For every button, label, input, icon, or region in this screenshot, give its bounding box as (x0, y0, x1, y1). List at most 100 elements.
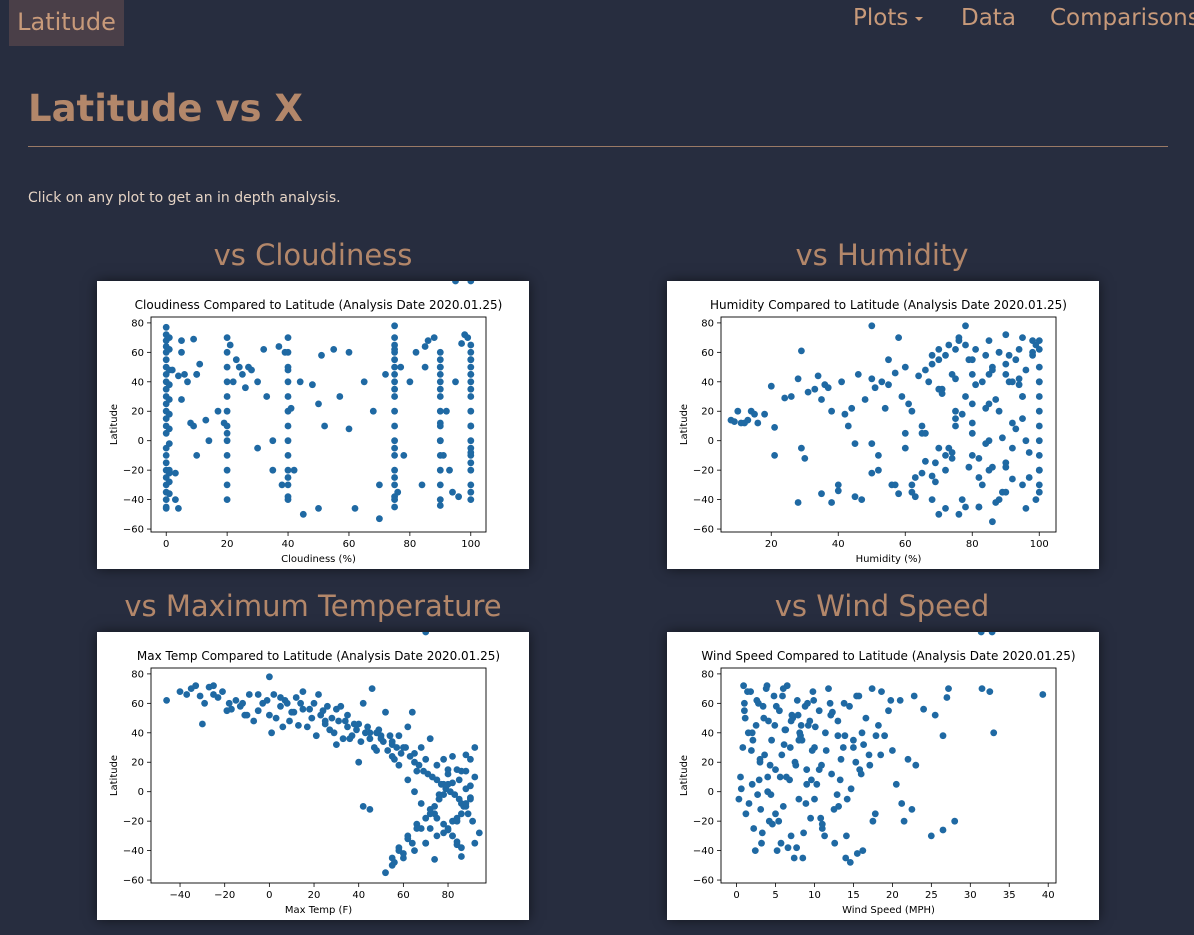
data-point (757, 806, 765, 813)
data-point (1002, 463, 1010, 471)
data-point (202, 416, 210, 424)
data-point (469, 817, 476, 825)
x-tick-label: 60 (899, 539, 912, 550)
data-point (225, 699, 233, 707)
y-tick-label: −20 (123, 817, 144, 828)
data-point (818, 490, 825, 498)
data-point (458, 767, 465, 775)
data-point (787, 832, 795, 840)
data-point (284, 334, 292, 341)
data-point (277, 694, 284, 701)
data-point (382, 371, 389, 378)
data-point (779, 692, 786, 700)
data-point (1035, 481, 1043, 489)
data-point (737, 785, 745, 793)
plot-card-humidity[interactable]: Humidity Compared to Latitude (Analysis … (667, 281, 1099, 569)
data-point (413, 825, 421, 832)
data-point (467, 348, 475, 356)
data-point (794, 711, 802, 719)
data-point (1029, 337, 1036, 344)
data-point (296, 378, 304, 386)
data-point (895, 490, 902, 498)
data-point (938, 390, 946, 397)
plot-card-cloudiness[interactable]: Cloudiness Compared to Latitude (Analysi… (97, 281, 529, 569)
data-point (436, 385, 444, 393)
data-point (784, 844, 792, 852)
data-point (834, 717, 842, 725)
x-tick-label: 5 (772, 890, 778, 901)
data-point (266, 673, 273, 681)
data-point (315, 691, 322, 698)
data-point (775, 817, 783, 825)
data-point (436, 466, 444, 474)
data-point (912, 761, 920, 769)
data-point (769, 820, 776, 828)
data-point (818, 396, 825, 403)
data-point (165, 381, 173, 389)
y-tick-label: 0 (138, 436, 144, 447)
data-point (243, 711, 251, 719)
data-point (467, 363, 475, 371)
y-tick-label: 60 (131, 348, 144, 359)
data-point (799, 854, 807, 862)
nav-plots-label: Plots (853, 5, 909, 31)
nav-comparisons-link[interactable]: Comparisons (1050, 5, 1194, 31)
y-tick-label: 20 (131, 407, 144, 418)
nav-data-link[interactable]: Data (961, 5, 1016, 31)
data-point (817, 814, 825, 822)
data-point (942, 466, 949, 474)
data-point (731, 418, 738, 425)
data-point (803, 766, 811, 773)
data-point (254, 707, 262, 715)
data-point (878, 378, 886, 386)
data-point (467, 459, 475, 467)
plot-card-max-temp[interactable]: Max Temp Compared to Latitude (Analysis … (97, 632, 529, 920)
data-point (748, 729, 756, 737)
brand-link[interactable]: Latitude (9, 0, 124, 46)
data-point (290, 466, 298, 474)
data-point (162, 323, 170, 331)
nav-plots-dropdown[interactable]: Plots (853, 0, 924, 36)
data-point (279, 723, 287, 731)
data-point (404, 835, 412, 843)
data-point (467, 449, 475, 456)
plot-card-wind-speed[interactable]: Wind Speed Compared to Latitude (Analysi… (667, 632, 1099, 920)
data-point (391, 466, 398, 474)
data-point (366, 735, 374, 743)
caret-down-icon (915, 16, 924, 21)
data-point (955, 334, 963, 341)
data-point (242, 384, 249, 392)
data-point (275, 343, 283, 350)
data-point (759, 702, 767, 710)
x-tick-label: 100 (1030, 539, 1049, 550)
x-tick-label: −20 (214, 890, 235, 901)
data-point (891, 481, 899, 489)
data-point (852, 758, 860, 766)
chart-title: Humidity Compared to Latitude (Analysis … (710, 298, 1067, 312)
data-point (989, 518, 996, 526)
data-point (330, 729, 338, 737)
data-point (777, 839, 785, 847)
data-point (992, 396, 1000, 403)
data-point (807, 814, 814, 822)
data-point (922, 429, 929, 437)
data-point (770, 692, 778, 700)
y-tick-label: 0 (708, 436, 714, 447)
data-point (436, 378, 444, 386)
data-point (163, 697, 170, 704)
y-tick-label: 80 (701, 669, 714, 680)
data-point (958, 496, 966, 503)
data-point (321, 717, 329, 725)
data-point (421, 343, 429, 350)
data-point (999, 434, 1006, 442)
data-point (324, 702, 331, 710)
data-point (771, 722, 779, 729)
data-point (397, 363, 405, 371)
data-point (172, 469, 179, 477)
data-point (214, 694, 222, 701)
data-point (391, 437, 398, 445)
data-point (391, 493, 398, 501)
data-point (821, 832, 828, 840)
data-point (748, 780, 756, 788)
data-point (861, 396, 869, 403)
